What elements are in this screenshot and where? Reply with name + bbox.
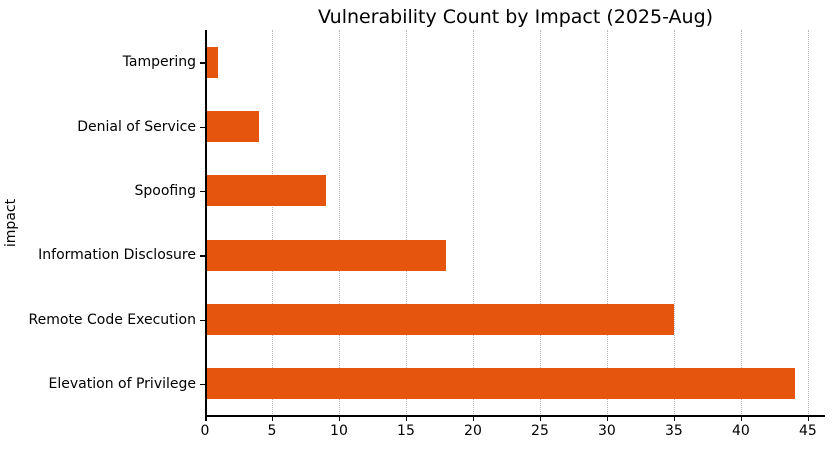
gridline (740, 30, 742, 416)
bar (205, 175, 326, 207)
bar (205, 46, 219, 78)
x-tick-label: 35 (665, 423, 683, 439)
chart-title: Vulnerability Count by Impact (2025-Aug) (317, 6, 714, 28)
plot-area (205, 30, 824, 416)
x-tick-label: 5 (267, 423, 277, 439)
bar (205, 111, 259, 142)
y-tick-mark (200, 126, 205, 128)
x-tick-mark (539, 417, 542, 421)
gridline (807, 30, 809, 416)
y-tick-mark (200, 255, 205, 257)
y-tick-mark (200, 383, 205, 386)
x-tick-label: 10 (330, 423, 348, 439)
x-tick-label: 30 (598, 423, 616, 439)
category-label: Information Disclosure (38, 247, 196, 264)
x-tick-label: 45 (799, 423, 817, 439)
x-tick-mark (205, 417, 207, 421)
gridline (271, 30, 273, 416)
y-axis-label: impact (3, 198, 19, 248)
y-tick-mark (200, 190, 205, 193)
bar (205, 239, 447, 271)
bar (205, 368, 795, 400)
x-axis-spine (205, 415, 825, 417)
x-tick-mark (472, 417, 475, 421)
x-tick-mark (606, 417, 609, 421)
x-tick-mark (338, 417, 341, 421)
gridline (539, 30, 541, 416)
y-tick-mark (200, 62, 205, 64)
x-tick-mark (740, 417, 743, 421)
x-tick-mark (807, 417, 810, 421)
x-tick-mark (405, 417, 408, 421)
x-tick-label: 40 (732, 423, 750, 439)
x-tick-mark (673, 417, 676, 421)
y-tick-mark (200, 319, 205, 321)
gridline (405, 30, 407, 416)
gridline (673, 30, 675, 416)
x-tick-label: 0 (200, 423, 210, 439)
y-axis-spine (205, 30, 207, 416)
x-tick-label: 20 (464, 423, 482, 439)
x-tick-mark (271, 417, 274, 421)
category-label: Tampering (122, 54, 196, 71)
category-label: Elevation of Privilege (48, 375, 196, 392)
gridline (606, 30, 608, 416)
category-label: Spoofing (134, 182, 196, 199)
gridline (338, 30, 340, 416)
gridline (472, 30, 474, 416)
x-tick-label: 15 (397, 423, 415, 439)
category-label: Denial of Service (77, 118, 196, 135)
x-tick-label: 25 (531, 423, 549, 439)
bar (205, 304, 674, 335)
category-label: Remote Code Execution (28, 311, 196, 328)
